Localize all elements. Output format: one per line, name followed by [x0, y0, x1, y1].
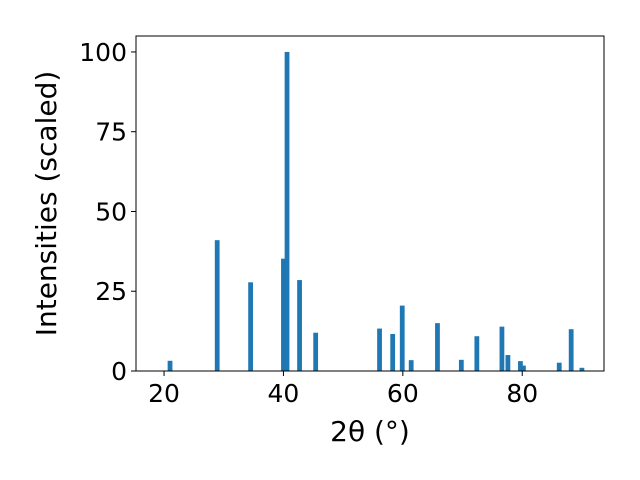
y-tick-label: 50	[95, 197, 127, 226]
plot-frame	[135, 35, 605, 372]
bar	[399, 305, 405, 371]
y-tick-label: 75	[95, 118, 127, 147]
bar	[390, 333, 396, 371]
y-axis-label: Intensities (scaled)	[30, 71, 63, 337]
bar	[281, 258, 286, 371]
y-tick-label: 100	[79, 38, 127, 67]
bar	[458, 359, 464, 371]
y-tick-label: 25	[95, 277, 127, 306]
x-tick-label: 40	[268, 379, 300, 408]
bar	[568, 329, 574, 371]
bar	[313, 332, 319, 371]
x-axis-label: 2θ (°)	[330, 415, 410, 448]
bar	[499, 326, 505, 371]
bar	[556, 362, 562, 371]
x-axis-ticks: 20 40 60 80	[148, 371, 538, 408]
x-tick-label: 80	[506, 379, 538, 408]
y-axis-ticks: 0 25 50 75 100	[79, 38, 136, 386]
bar	[214, 240, 220, 371]
bar	[377, 328, 382, 371]
bar	[474, 336, 480, 371]
bar	[518, 361, 523, 371]
bar	[505, 355, 511, 371]
bar	[297, 280, 302, 371]
y-tick-label: 0	[111, 357, 127, 386]
bar	[435, 323, 440, 371]
bar	[248, 282, 253, 371]
bar	[521, 365, 526, 371]
bar	[579, 367, 585, 371]
bar	[167, 360, 173, 371]
bar	[408, 360, 414, 371]
x-tick-label: 60	[387, 379, 419, 408]
bar	[284, 51, 290, 371]
bar-series	[167, 51, 585, 371]
x-tick-label: 20	[148, 379, 180, 408]
